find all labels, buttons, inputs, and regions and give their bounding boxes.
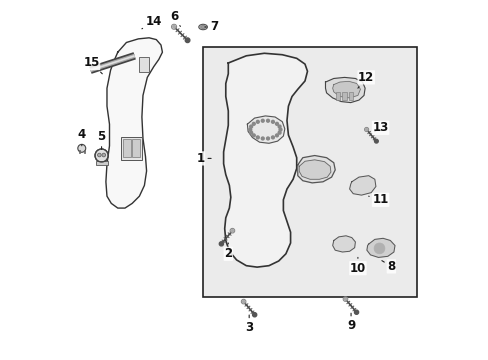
Text: 2: 2 [224, 243, 232, 260]
Circle shape [102, 153, 105, 157]
Bar [203, 47, 416, 297]
Text: 5: 5 [97, 130, 105, 149]
Bar [83, 150, 85, 153]
Circle shape [231, 230, 233, 232]
Circle shape [373, 243, 384, 254]
Circle shape [261, 137, 264, 140]
Circle shape [261, 119, 264, 122]
Circle shape [252, 134, 255, 137]
Circle shape [278, 131, 281, 134]
Polygon shape [299, 160, 330, 179]
Circle shape [266, 119, 269, 122]
Circle shape [271, 136, 274, 139]
Bar [79, 150, 80, 153]
Circle shape [78, 144, 85, 152]
Bar [122, 139, 130, 157]
Polygon shape [325, 77, 365, 103]
Circle shape [252, 313, 256, 317]
Circle shape [278, 125, 281, 128]
Circle shape [275, 122, 278, 125]
Circle shape [172, 26, 175, 28]
Text: 4: 4 [78, 129, 86, 146]
Circle shape [242, 301, 244, 303]
Circle shape [252, 122, 255, 125]
Text: 6: 6 [169, 10, 180, 26]
Circle shape [256, 136, 259, 139]
Bar [335, 92, 340, 100]
Polygon shape [366, 238, 394, 257]
Polygon shape [106, 38, 162, 208]
Circle shape [365, 129, 367, 131]
Ellipse shape [200, 26, 205, 28]
Bar [121, 137, 142, 160]
Text: 9: 9 [346, 313, 354, 332]
Polygon shape [223, 53, 307, 267]
Circle shape [279, 128, 282, 131]
Text: 7: 7 [204, 21, 218, 33]
Polygon shape [297, 156, 335, 183]
Polygon shape [332, 236, 355, 252]
Circle shape [185, 38, 189, 42]
Text: 8: 8 [381, 260, 395, 273]
Polygon shape [332, 81, 360, 98]
Ellipse shape [199, 24, 207, 30]
Text: 11: 11 [368, 193, 388, 206]
Circle shape [374, 139, 378, 143]
Circle shape [271, 120, 274, 123]
Circle shape [354, 310, 358, 314]
Bar [139, 57, 149, 72]
Text: 13: 13 [372, 121, 388, 134]
Bar [95, 161, 107, 165]
Text: 3: 3 [244, 315, 253, 334]
Polygon shape [247, 116, 284, 143]
Bar [348, 92, 352, 100]
Circle shape [248, 128, 251, 131]
Text: 12: 12 [357, 71, 373, 88]
Polygon shape [349, 176, 375, 195]
Bar [342, 92, 346, 100]
Circle shape [344, 298, 346, 300]
Text: 14: 14 [142, 15, 162, 29]
Circle shape [95, 149, 108, 162]
Text: 15: 15 [83, 57, 102, 74]
Circle shape [219, 242, 223, 246]
Circle shape [266, 137, 269, 140]
Circle shape [249, 131, 252, 134]
Circle shape [97, 153, 101, 157]
Circle shape [256, 120, 259, 123]
Bar [132, 139, 140, 157]
Circle shape [249, 125, 252, 128]
Circle shape [275, 134, 278, 137]
Text: 1: 1 [196, 152, 211, 165]
Text: 10: 10 [349, 257, 366, 275]
